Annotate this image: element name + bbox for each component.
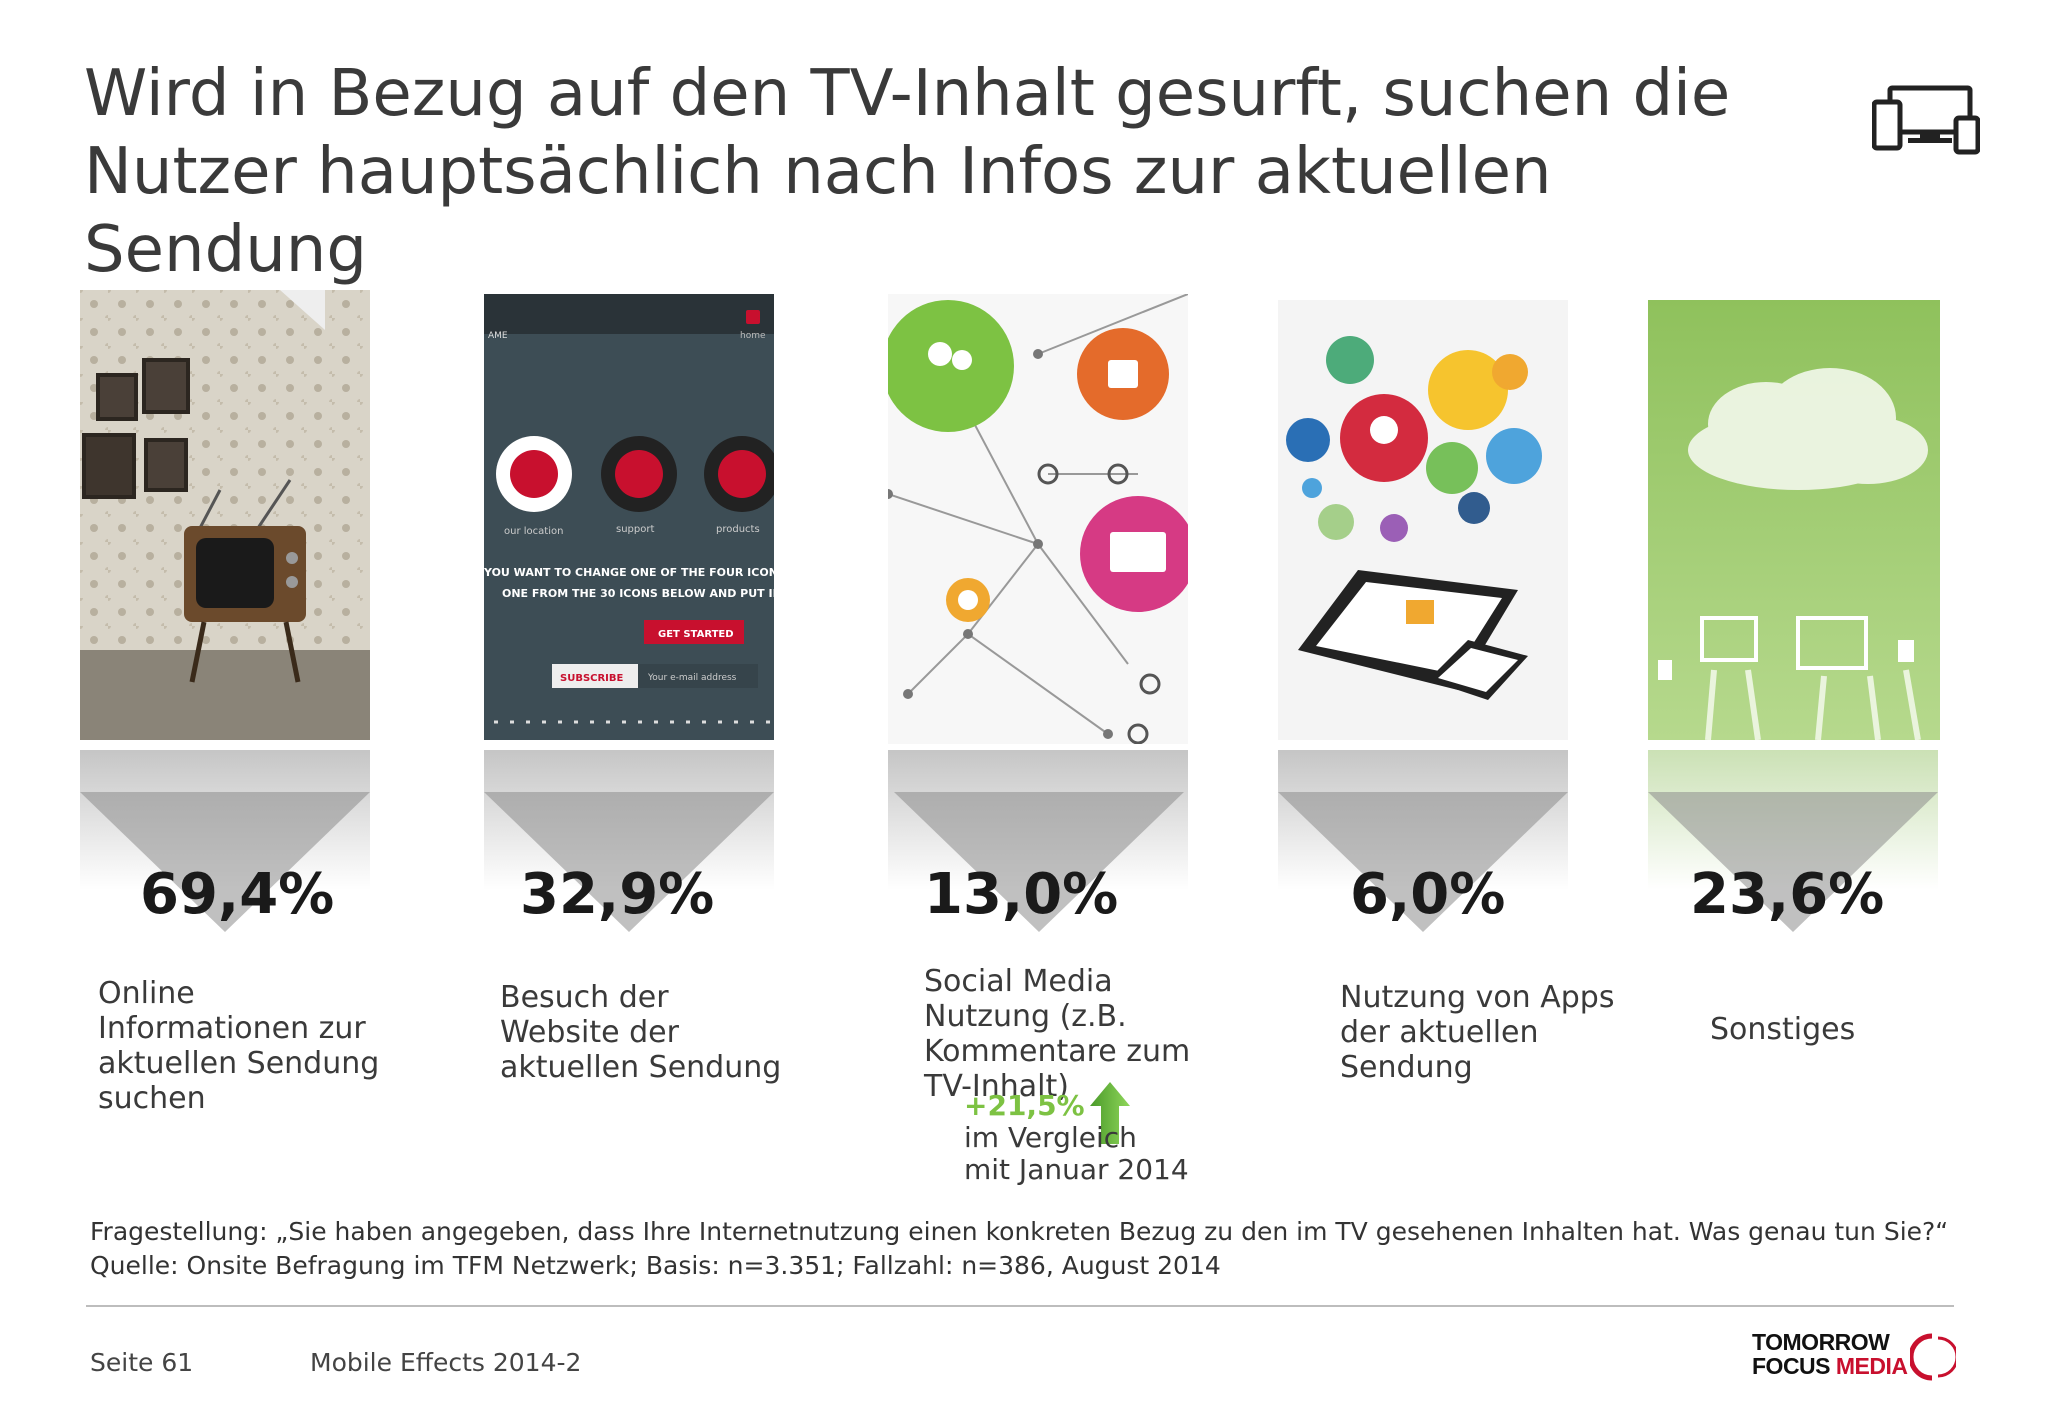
item-other: 23,6% Sonstiges bbox=[1648, 300, 1948, 1047]
svg-text:GET STARTED: GET STARTED bbox=[658, 629, 734, 640]
title-line-1: Wird in Bezug auf den TV-Inhalt gesurft,… bbox=[84, 57, 1731, 131]
report-name: Mobile Effects 2014-2 bbox=[310, 1348, 582, 1377]
item-social-media: 13,0% Social Media Nutzung (z.B. Komment… bbox=[888, 294, 1190, 1104]
svg-text:AME: AME bbox=[488, 331, 508, 341]
label: Social Media Nutzung (z.B. Kommentare zu… bbox=[924, 964, 1191, 1104]
apps-tablet-icon bbox=[1278, 300, 1568, 740]
cloud-icon bbox=[1648, 300, 1940, 740]
change-value: +21,5% bbox=[964, 1089, 1085, 1122]
svg-text:products: products bbox=[716, 524, 760, 535]
label: Sonstiges bbox=[1710, 1012, 1856, 1047]
pointer-arrow bbox=[1648, 792, 1938, 932]
social-network-icon bbox=[888, 294, 1188, 744]
change-note: +21,5% im Vergleich mit Januar 2014 bbox=[964, 1090, 1189, 1186]
item-apps: 6,0% Nutzung von Apps der aktuellen Send… bbox=[1278, 300, 1614, 1085]
page-title: Wird in Bezug auf den TV-Inhalt gesurft,… bbox=[84, 55, 1844, 289]
up-arrow-icon bbox=[1090, 1082, 1130, 1144]
value: 13,0% bbox=[924, 862, 1119, 927]
logo-ring-icon bbox=[1910, 1333, 1956, 1381]
svg-text:our location: our location bbox=[504, 526, 563, 537]
change-line-2: mit Januar 2014 bbox=[964, 1153, 1189, 1186]
question-note: Fragestellung: „Sie haben angegeben, das… bbox=[90, 1215, 1990, 1283]
value: 23,6% bbox=[1690, 862, 1885, 927]
label: Besuch der Website der aktuellen Sendung bbox=[500, 980, 782, 1085]
svg-text:home: home bbox=[740, 331, 766, 341]
label: Nutzung von Apps der aktuellen Sendung bbox=[1340, 980, 1615, 1085]
item-website: AME home our location support products Y… bbox=[484, 294, 784, 1085]
svg-text:SUBSCRIBE: SUBSCRIBE bbox=[560, 673, 624, 684]
svg-text:YOU WANT TO CHANGE ONE OF THE: YOU WANT TO CHANGE ONE OF THE FOUR ICONS… bbox=[484, 566, 774, 579]
footer-divider bbox=[86, 1305, 1954, 1307]
svg-text:Your e-mail address: Your e-mail address bbox=[647, 673, 737, 683]
retro-tv-icon bbox=[80, 290, 370, 740]
title-line-2: Nutzer hauptsächlich nach Infos zur aktu… bbox=[84, 135, 1552, 287]
pointer-arrow bbox=[1278, 792, 1568, 932]
page-number: Seite 61 bbox=[90, 1348, 194, 1377]
pointer-arrow bbox=[894, 792, 1184, 932]
pointer-arrow bbox=[80, 792, 370, 932]
svg-text:support: support bbox=[616, 524, 654, 535]
value: 32,9% bbox=[520, 862, 715, 927]
label: Online Informationen zur aktuellen Sendu… bbox=[98, 976, 380, 1116]
tomorrow-focus-media-logo: TOMORROW FOCUS MEDIA bbox=[1752, 1330, 1962, 1382]
devices-icon bbox=[1872, 85, 1980, 155]
value: 6,0% bbox=[1350, 862, 1506, 927]
question-text: Fragestellung: „Sie haben angegeben, das… bbox=[90, 1217, 1949, 1246]
source-text: Quelle: Onsite Befragung im TFM Netzwerk… bbox=[90, 1251, 1221, 1280]
change-line-1: im Vergleich bbox=[964, 1121, 1137, 1154]
website-icon: AME home our location support products Y… bbox=[484, 294, 774, 740]
svg-text:ONE FROM THE 30 ICONS BELOW AN: ONE FROM THE 30 ICONS BELOW AND PUT IN bbox=[502, 587, 774, 600]
value: 69,4% bbox=[140, 862, 335, 927]
item-online-info: 69,4% Online Informationen zur aktuellen… bbox=[80, 290, 380, 1116]
pointer-arrow bbox=[484, 792, 774, 932]
